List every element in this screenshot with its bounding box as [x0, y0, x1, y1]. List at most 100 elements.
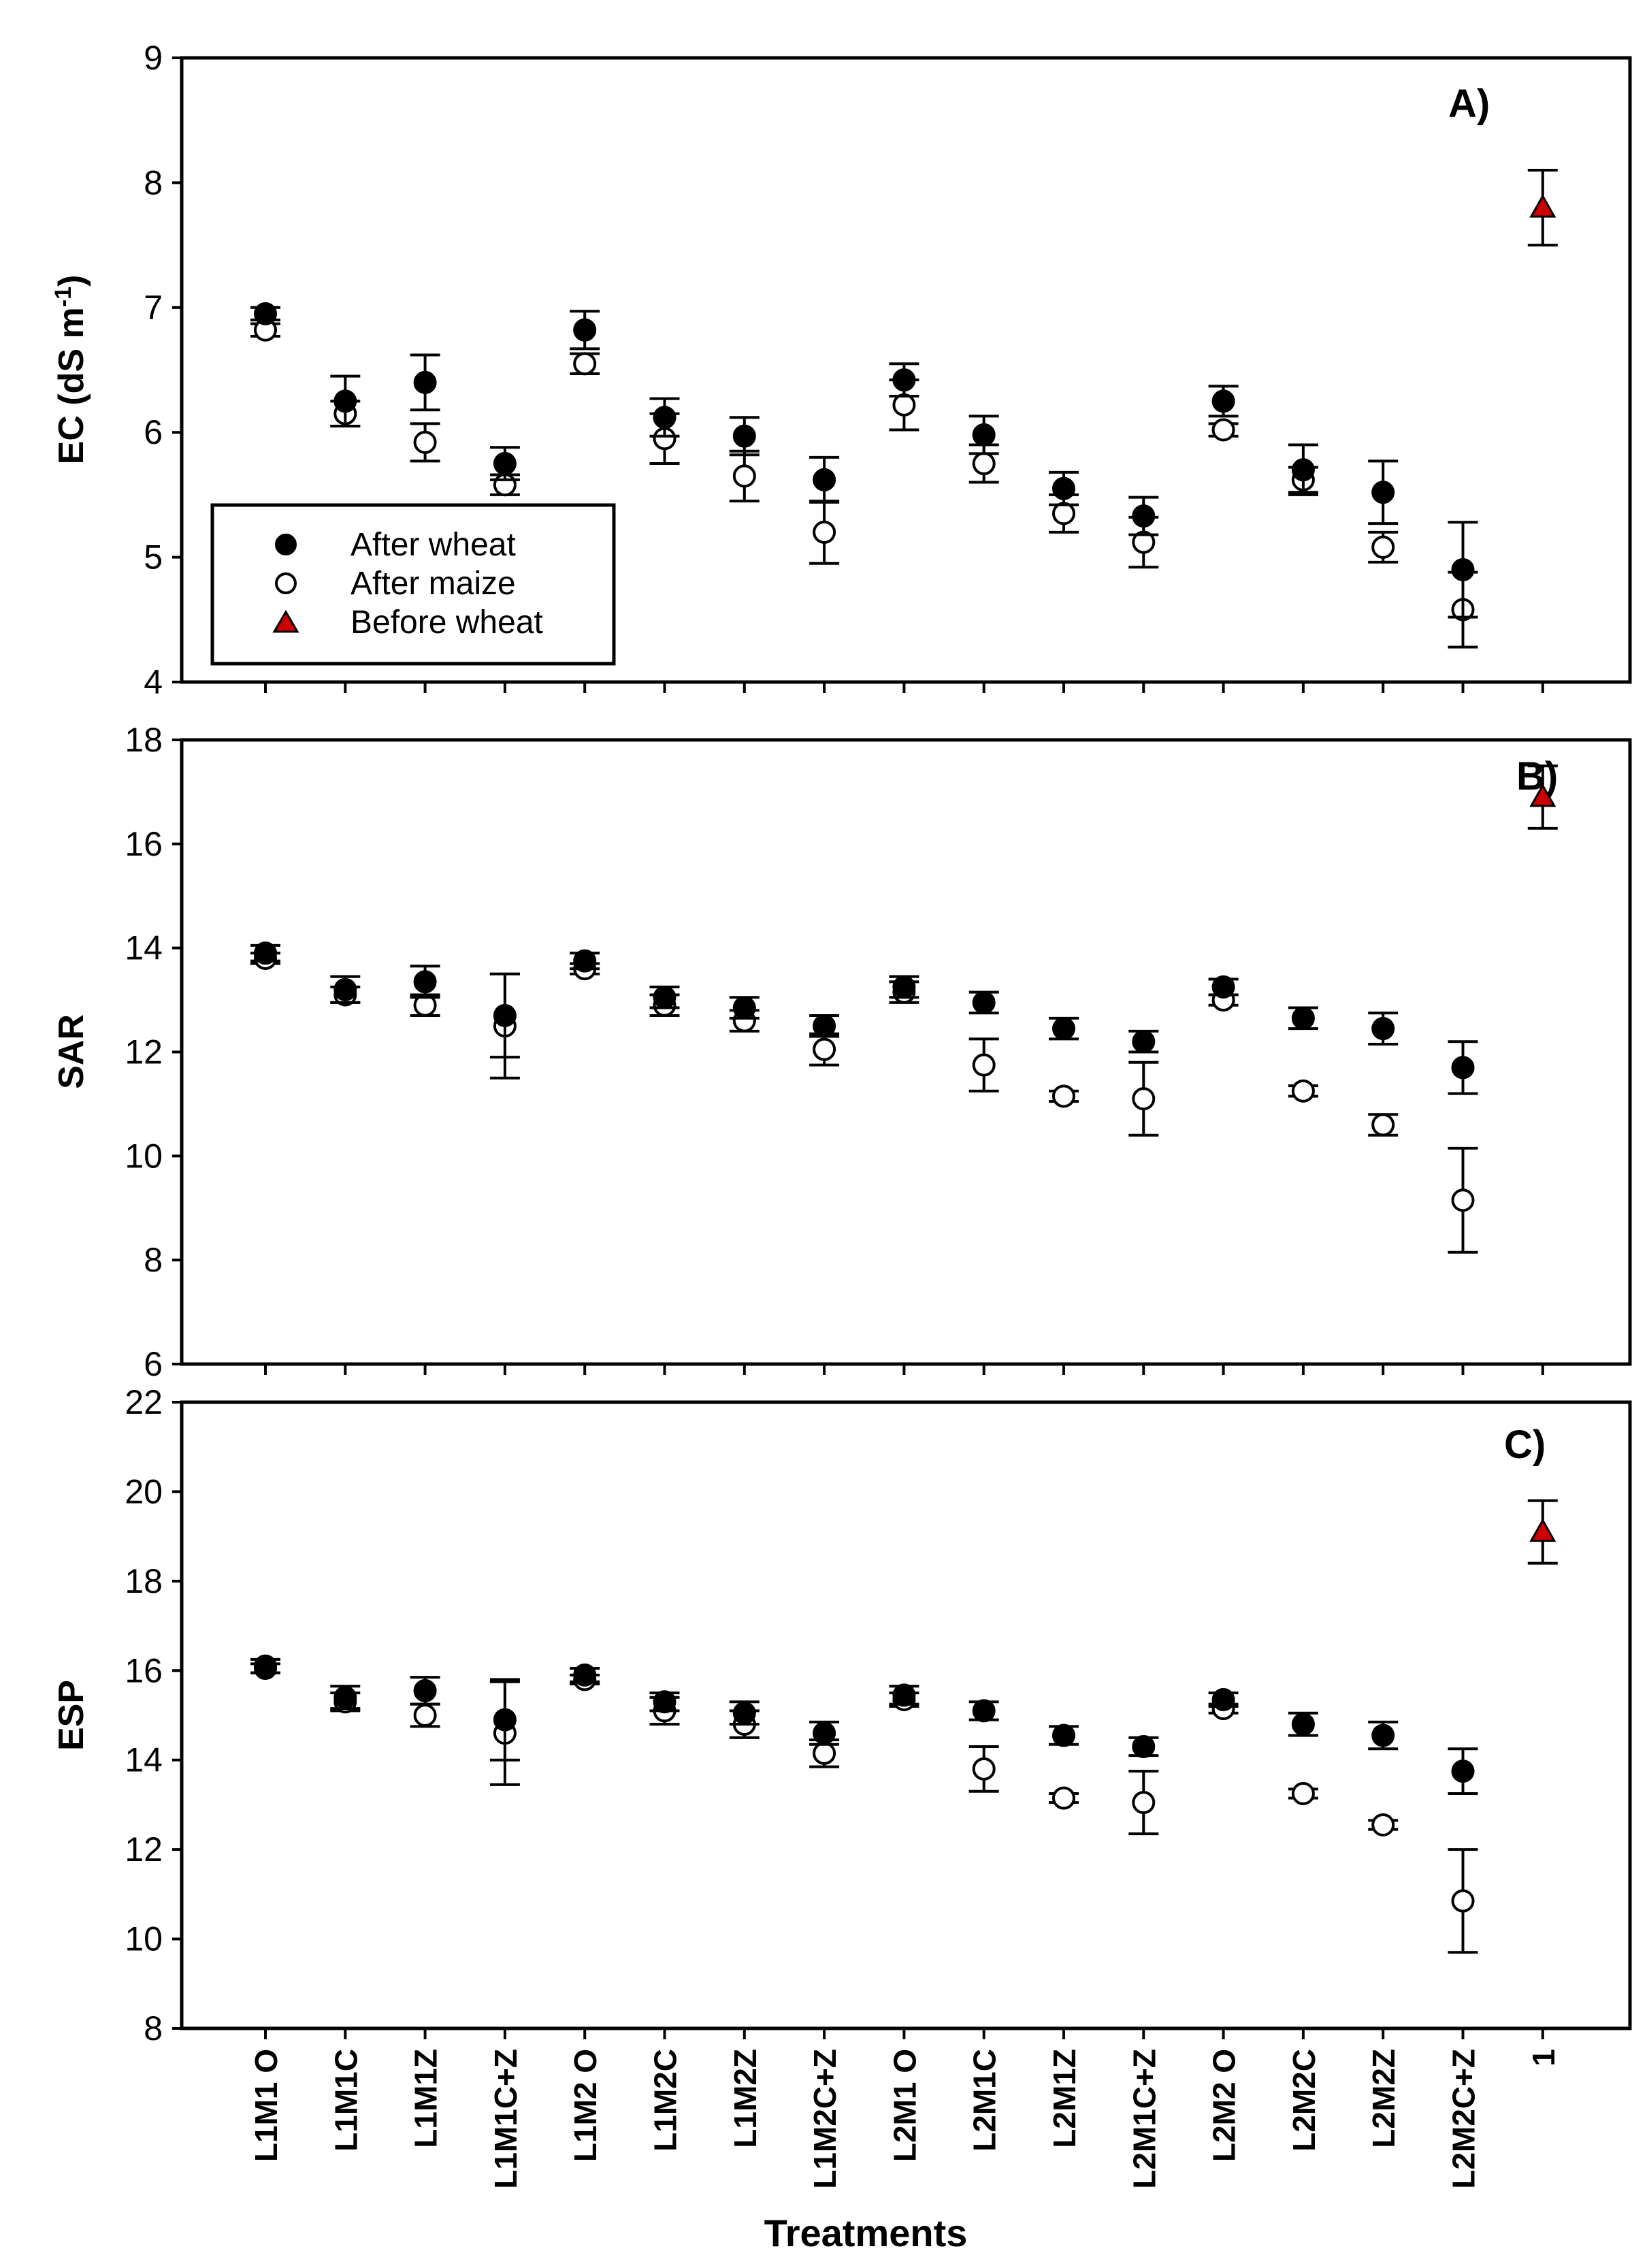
legend: After wheat After maize Before wheat: [210, 503, 616, 666]
point-after-wheat-c-7: [813, 1721, 836, 1745]
point-after-maize-c-10: [1052, 1786, 1075, 1810]
point-before-wheat-a-16: [1529, 194, 1556, 218]
point-after-wheat-c-3: [493, 1708, 517, 1732]
x-category-label-9: L2M1C: [967, 2049, 1002, 2152]
y-tick-label-b-18: 18: [125, 721, 163, 759]
point-after-wheat-a-13: [1291, 458, 1315, 482]
point-after-wheat-a-7: [813, 468, 836, 491]
panel-a: A) EC (dS m-1) 4 5 6 7 8 9 After wheat After …: [50, 39, 1632, 701]
y-tick-label-b-8: 8: [144, 1241, 163, 1279]
point-after-wheat-b-11: [1132, 1030, 1156, 1054]
point-after-wheat-c-12: [1211, 1688, 1235, 1711]
x-category-label-0: L1M1 O: [248, 2049, 284, 2162]
x-category-labels: L1M1 O L1M1C L1M1Z L1M1C+Z L1M2 O L1M2C L1M2Z L…: [248, 2049, 1561, 2189]
marks-a: [250, 169, 1558, 649]
panel-label-c: C): [1504, 1423, 1546, 1467]
point-after-wheat-c-2: [413, 1679, 437, 1702]
point-after-wheat-b-14: [1371, 1017, 1395, 1041]
plot-frame-b: [180, 738, 1632, 1366]
x-category-label-8: L2M1 O: [887, 2049, 922, 2162]
point-after-maize-b-15: [1451, 1188, 1475, 1212]
marks-c: [250, 1499, 1558, 1954]
y-tick-label-a-7: 7: [144, 289, 163, 327]
y-ticks-c: 8 10 12 14 16 18 20 22: [125, 1383, 1544, 2047]
point-after-maize-a-14: [1371, 535, 1395, 559]
point-after-maize-b-7: [813, 1037, 836, 1061]
point-after-maize-a-6: [732, 464, 756, 488]
x-category-label-14: L2M2Z: [1366, 2049, 1401, 2148]
x-axis-title: Treatments: [764, 2212, 968, 2254]
point-after-maize-c-11: [1132, 1791, 1156, 1815]
y-tick-label-c-18: 18: [125, 1562, 163, 1600]
point-after-wheat-c-11: [1132, 1735, 1156, 1758]
point-after-wheat-a-12: [1211, 389, 1235, 413]
y-tick-label-c-20: 20: [125, 1472, 163, 1510]
x-category-label-12: L2M2 O: [1207, 2049, 1242, 2162]
y-tick-label-c-8: 8: [144, 2009, 163, 2047]
point-after-maize-c-9: [972, 1757, 996, 1781]
point-after-wheat-b-13: [1291, 1006, 1315, 1030]
legend-label-after-wheat: After wheat: [350, 527, 516, 563]
y-axis-label-a-text: EC (dS m: [52, 307, 91, 464]
panel-b: B) SAR 6 8 10 12 14 16 18: [52, 721, 1632, 1383]
point-after-maize-a-10: [1052, 502, 1075, 525]
point-after-maize-b-11: [1132, 1087, 1156, 1111]
point-after-wheat-b-0: [254, 941, 277, 965]
point-after-wheat-c-15: [1451, 1760, 1475, 1783]
point-after-wheat-b-15: [1451, 1056, 1475, 1080]
point-after-maize-b-13: [1291, 1079, 1315, 1103]
point-after-maize-c-13: [1291, 1782, 1315, 1805]
x-category-label-13: L2M2C: [1286, 2049, 1322, 2152]
point-after-wheat-b-12: [1211, 975, 1235, 999]
x-category-label-6: L1M2Z: [728, 2049, 763, 2148]
y-tick-label-a-4: 4: [144, 663, 163, 701]
point-after-maize-a-9: [972, 452, 996, 476]
point-after-wheat-b-5: [653, 986, 676, 1009]
point-after-wheat-a-8: [892, 368, 916, 392]
point-after-maize-a-2: [413, 430, 437, 454]
x-category-label-16: 1: [1526, 2049, 1561, 2067]
legend-label-before-wheat: Before wheat: [350, 604, 543, 641]
point-after-wheat-a-15: [1451, 557, 1475, 581]
point-before-wheat-c-16: [1529, 1518, 1556, 1542]
point-after-wheat-c-1: [333, 1685, 357, 1709]
plot-frame-a: [180, 56, 1632, 684]
marks-b: [250, 764, 1558, 1254]
point-after-maize-a-4: [573, 352, 597, 376]
x-category-label-2: L1M1Z: [408, 2049, 444, 2148]
y-tick-label-a-8: 8: [144, 163, 163, 201]
point-after-wheat-a-1: [333, 389, 357, 413]
point-after-wheat-c-14: [1371, 1723, 1395, 1747]
point-after-wheat-b-9: [972, 990, 996, 1014]
point-after-wheat-b-7: [813, 1014, 836, 1038]
point-after-wheat-c-4: [573, 1663, 597, 1687]
y-tick-label-b-10: 10: [125, 1137, 163, 1175]
legend-marker-before-wheat: [272, 610, 299, 633]
y-axis-label-b: SAR: [52, 1014, 91, 1089]
y-tick-label-b-12: 12: [125, 1033, 163, 1071]
legend-label-after-maize: After maize: [350, 566, 516, 602]
point-after-maize-a-12: [1211, 418, 1235, 442]
panel-label-b: B): [1516, 754, 1558, 798]
y-axis-label-c: ESP: [52, 1680, 91, 1751]
y-tick-label-c-10: 10: [125, 1920, 163, 1958]
point-after-wheat-a-0: [254, 302, 277, 325]
point-after-wheat-c-5: [653, 1690, 676, 1714]
point-after-wheat-c-6: [732, 1701, 756, 1725]
y-tick-label-b-14: 14: [125, 929, 163, 967]
point-after-maize-a-8: [892, 393, 916, 417]
point-after-wheat-a-14: [1371, 481, 1395, 504]
x-category-label-1: L1M1C: [328, 2049, 363, 2152]
y-tick-label-a-5: 5: [144, 538, 163, 577]
point-after-wheat-a-2: [413, 370, 437, 394]
point-after-wheat-b-6: [732, 996, 756, 1020]
point-before-wheat-b-16: [1529, 783, 1556, 807]
legend-marker-after-wheat: [275, 534, 297, 555]
x-category-label-11: L2M1C+Z: [1126, 2049, 1162, 2189]
y-axis-label-a-tail: ): [52, 275, 91, 287]
point-after-wheat-c-9: [972, 1699, 996, 1723]
point-after-maize-c-7: [813, 1741, 836, 1765]
point-after-wheat-c-0: [254, 1654, 277, 1678]
